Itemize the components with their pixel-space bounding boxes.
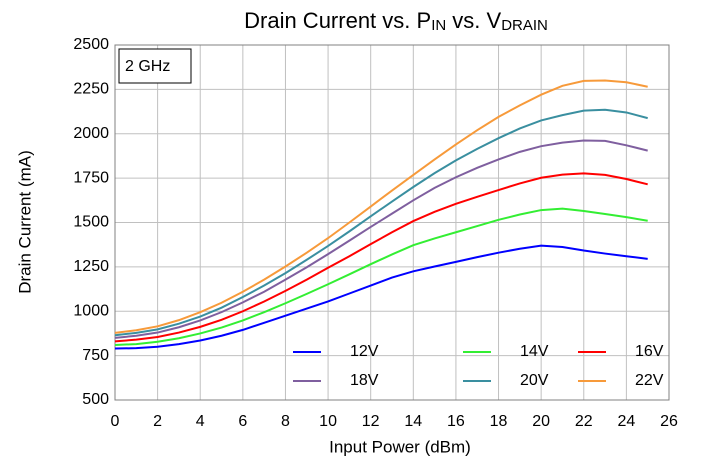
x-tick-label: 24 (617, 413, 635, 430)
x-tick-label: 26 (660, 413, 678, 430)
y-tick-label: 2000 (73, 125, 109, 142)
legend-label: 22V (635, 372, 664, 389)
x-tick-label: 22 (575, 413, 593, 430)
y-tick-label: 2250 (73, 81, 109, 98)
legend-label: 20V (520, 372, 549, 389)
legend-label: 14V (520, 343, 549, 360)
title-part: Drain Current vs. P (244, 8, 431, 33)
line-series (114, 207, 648, 346)
x-tick-label: 2 (153, 413, 162, 430)
plot-border (114, 44, 670, 401)
y-tick-label: 1250 (73, 258, 109, 275)
x-tick-label: 20 (532, 413, 550, 430)
x-tick-label: 18 (490, 413, 508, 430)
legend-label: 12V (350, 343, 379, 360)
x-tick-label: 4 (196, 413, 205, 430)
y-tick-label: 2500 (73, 36, 109, 53)
x-tick-label: 10 (319, 413, 337, 430)
line-series (114, 79, 648, 334)
y-tick-label: 1500 (73, 214, 109, 231)
y-tick-label: 750 (82, 347, 109, 364)
title-part: vs. V (446, 8, 501, 33)
x-tick-label: 14 (404, 413, 422, 430)
line-series (114, 244, 648, 350)
x-axis-label: Input Power (dBm) (329, 437, 471, 456)
annotation-box (118, 48, 192, 84)
x-tick-label: 12 (362, 413, 380, 430)
legend-label: 16V (635, 343, 664, 360)
chart-title: Drain Current vs. PIN vs. VDRAIN (244, 8, 548, 34)
y-tick-label: 500 (82, 391, 109, 408)
title-subscript: DRAIN (501, 17, 548, 34)
title-subscript: IN (431, 17, 446, 34)
x-tick-label: 6 (238, 413, 247, 430)
y-tick-label: 1000 (73, 302, 109, 319)
annotation: 2 GHz (125, 58, 170, 75)
line-series (114, 108, 648, 337)
x-tick-label: 8 (281, 413, 290, 430)
x-tick-label: 0 (111, 413, 120, 430)
legend-label: 18V (350, 372, 379, 389)
y-tick-label: 1750 (73, 169, 109, 186)
line-series (114, 172, 648, 343)
line-series (114, 139, 648, 339)
y-axis-label: Drain Current (mA) (15, 150, 34, 294)
x-tick-label: 16 (447, 413, 465, 430)
